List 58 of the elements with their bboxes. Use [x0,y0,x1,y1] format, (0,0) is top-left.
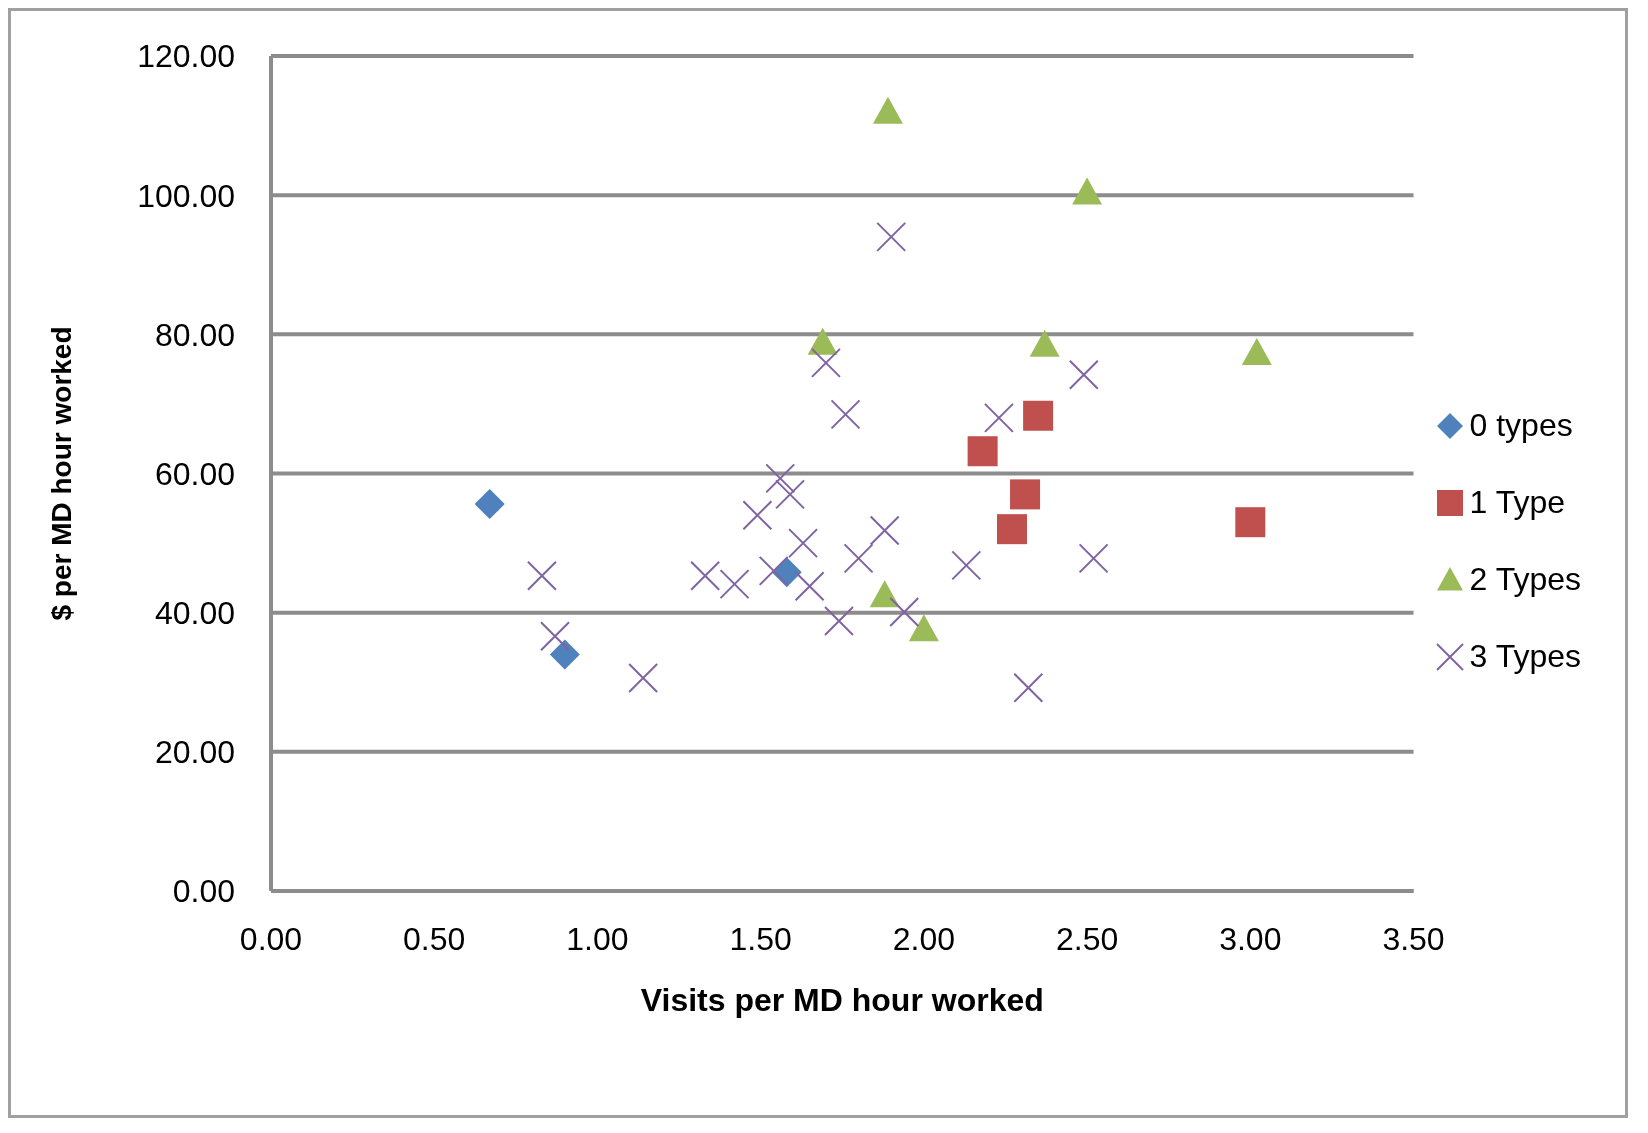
point [951,550,982,581]
y-tick-label: 100.00 [137,177,235,214]
point [628,663,659,694]
x-tick-label: 2.50 [1055,920,1119,957]
y-tick-label: 80.00 [154,316,235,353]
point [1241,338,1272,366]
point [810,347,841,378]
point [1235,507,1266,538]
point [876,221,907,252]
point [1072,177,1103,205]
x-tick-label: 3.00 [1219,920,1282,957]
legend-label: 3 Types [1469,638,1581,675]
point [889,596,920,627]
point [742,500,773,531]
y-tick-label: 40.00 [154,595,235,632]
point [997,514,1027,545]
point [823,606,854,637]
point [788,528,819,559]
point [765,463,796,494]
point [526,560,557,591]
point [983,402,1014,433]
point [1068,359,1099,390]
legend-label: 2 Types [1469,561,1581,598]
point [967,436,998,467]
point [794,571,825,602]
point [1013,672,1044,703]
point [830,399,861,430]
y-tick-label: 60.00 [154,455,235,492]
legend-label: 1 Type [1469,484,1565,521]
point [474,489,505,520]
point [869,580,900,608]
point [1029,329,1060,357]
point [908,614,939,642]
point [869,515,900,546]
point [719,569,750,600]
x-tick-label: 2.00 [892,920,956,957]
x-tick-label: 1.00 [566,920,629,957]
point [549,639,580,670]
point [872,96,903,124]
y-tick-label: 0.00 [172,873,235,910]
point [807,327,838,355]
x-tick-label: 1.50 [729,920,792,957]
point [758,555,789,586]
y-tick-label: 120.00 [137,38,235,75]
point [690,560,721,591]
x-tick-label: 0.50 [403,920,466,957]
point [540,621,570,652]
x-tick-label: 0.00 [239,920,303,957]
y-axis-title: $ per MD hour worked [45,326,77,621]
x-axis-title: Visits per MD hour worked [640,982,1044,1018]
y-tick-label: 20.00 [154,734,235,771]
point [1023,400,1054,431]
point [843,543,874,574]
point [1078,543,1109,574]
point [1010,479,1041,510]
x-tick-label: 3.50 [1382,920,1445,957]
legend-label: 0 types [1469,407,1573,444]
point [775,479,806,510]
